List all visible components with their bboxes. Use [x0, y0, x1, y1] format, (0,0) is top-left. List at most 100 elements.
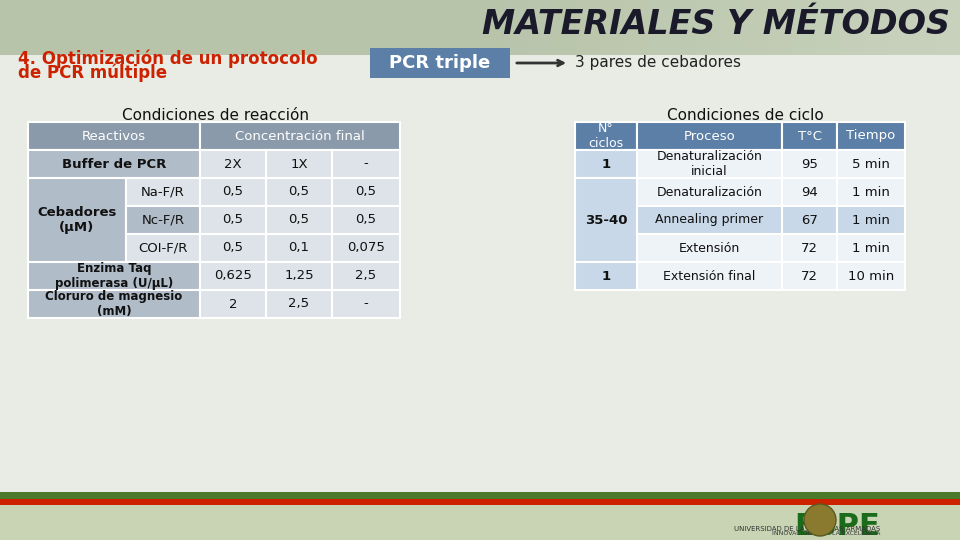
Bar: [575, 262, 637, 290]
Text: UNIVERSIDAD DE LAS FUERZAS ARMADAS: UNIVERSIDAD DE LAS FUERZAS ARMADAS: [733, 526, 880, 532]
Text: Nc-F/R: Nc-F/R: [141, 213, 184, 226]
Bar: [637, 262, 782, 290]
Bar: [200, 150, 266, 178]
Bar: [782, 150, 837, 178]
Bar: [744, 0, 768, 55]
Text: 35-40: 35-40: [585, 213, 627, 226]
Text: 0,5: 0,5: [355, 186, 376, 199]
Bar: [888, 0, 912, 55]
Bar: [575, 178, 637, 262]
Bar: [837, 262, 905, 290]
Bar: [575, 150, 637, 178]
Bar: [332, 290, 400, 318]
Bar: [768, 0, 792, 55]
Bar: [28, 178, 126, 262]
Text: 2: 2: [228, 298, 237, 310]
Bar: [816, 0, 840, 55]
Circle shape: [804, 504, 836, 536]
Text: 0,5: 0,5: [289, 213, 309, 226]
Bar: [837, 206, 905, 234]
Bar: [837, 234, 905, 262]
Text: Reactivos: Reactivos: [82, 130, 146, 143]
Text: 0,5: 0,5: [223, 213, 244, 226]
Bar: [936, 0, 960, 55]
Bar: [28, 150, 200, 178]
Bar: [266, 262, 332, 290]
Text: 67: 67: [801, 213, 818, 226]
Bar: [126, 206, 200, 234]
Bar: [200, 206, 266, 234]
Text: 3 pares de cebadores: 3 pares de cebadores: [575, 56, 741, 71]
Text: Proceso: Proceso: [684, 130, 735, 143]
Text: INNOVACIÓN PARA LA EXCELENCIA: INNOVACIÓN PARA LA EXCELENCIA: [772, 531, 880, 536]
Text: Tiempo: Tiempo: [847, 130, 896, 143]
Text: N°
ciclos: N° ciclos: [588, 122, 624, 150]
Bar: [637, 122, 782, 150]
Bar: [266, 150, 332, 178]
Text: 0,075: 0,075: [348, 241, 385, 254]
Text: -: -: [364, 298, 369, 310]
Bar: [782, 206, 837, 234]
Text: 95: 95: [801, 158, 818, 171]
Bar: [126, 178, 200, 206]
Text: 10 min: 10 min: [848, 269, 894, 282]
Bar: [266, 206, 332, 234]
Bar: [637, 178, 782, 206]
Bar: [576, 0, 600, 55]
Bar: [837, 122, 905, 150]
Text: 4. Optimización de un protocolo: 4. Optimización de un protocolo: [18, 50, 318, 69]
Text: 72: 72: [801, 241, 818, 254]
Bar: [528, 0, 552, 55]
Text: Buffer de PCR: Buffer de PCR: [61, 158, 166, 171]
Bar: [648, 0, 672, 55]
Text: 1: 1: [601, 158, 611, 171]
Bar: [126, 234, 200, 262]
Text: Condiciones de reacción: Condiciones de reacción: [122, 108, 308, 123]
Bar: [837, 178, 905, 206]
Text: Concentración final: Concentración final: [235, 130, 365, 143]
Text: Cloruro de magnesio
(mM): Cloruro de magnesio (mM): [45, 290, 182, 318]
Bar: [266, 290, 332, 318]
Text: 0,5: 0,5: [223, 241, 244, 254]
Bar: [0, 492, 960, 499]
Text: 0,5: 0,5: [223, 186, 244, 199]
Text: COI-F/R: COI-F/R: [138, 241, 188, 254]
Text: 2,5: 2,5: [288, 298, 309, 310]
Text: 0,1: 0,1: [289, 241, 309, 254]
Bar: [782, 262, 837, 290]
Bar: [864, 0, 888, 55]
Text: MATERIALES Y MÉTODOS: MATERIALES Y MÉTODOS: [482, 8, 950, 41]
Text: 0,5: 0,5: [289, 186, 309, 199]
Text: 72: 72: [801, 269, 818, 282]
Text: PCR triple: PCR triple: [390, 54, 491, 72]
Bar: [332, 262, 400, 290]
Bar: [200, 290, 266, 318]
Text: Denaturalización: Denaturalización: [657, 186, 762, 199]
Bar: [720, 0, 744, 55]
Text: 1 min: 1 min: [852, 186, 890, 199]
Bar: [332, 206, 400, 234]
Text: 1,25: 1,25: [284, 269, 314, 282]
Text: ESPE: ESPE: [794, 512, 880, 540]
Text: T°C: T°C: [798, 130, 822, 143]
Bar: [782, 234, 837, 262]
Bar: [28, 262, 200, 290]
Bar: [637, 206, 782, 234]
Bar: [575, 122, 637, 150]
Text: 0,625: 0,625: [214, 269, 252, 282]
Bar: [266, 178, 332, 206]
Bar: [200, 234, 266, 262]
Bar: [480, 0, 504, 55]
Bar: [200, 122, 400, 150]
Text: -: -: [364, 158, 369, 171]
Text: Denaturalización
inicial: Denaturalización inicial: [657, 150, 762, 178]
Text: 1X: 1X: [290, 158, 308, 171]
Bar: [600, 0, 624, 55]
Text: 1 min: 1 min: [852, 241, 890, 254]
Bar: [28, 122, 200, 150]
Bar: [332, 150, 400, 178]
Bar: [0, 0, 960, 55]
Bar: [672, 0, 696, 55]
Bar: [637, 234, 782, 262]
Text: Extensión final: Extensión final: [663, 269, 756, 282]
